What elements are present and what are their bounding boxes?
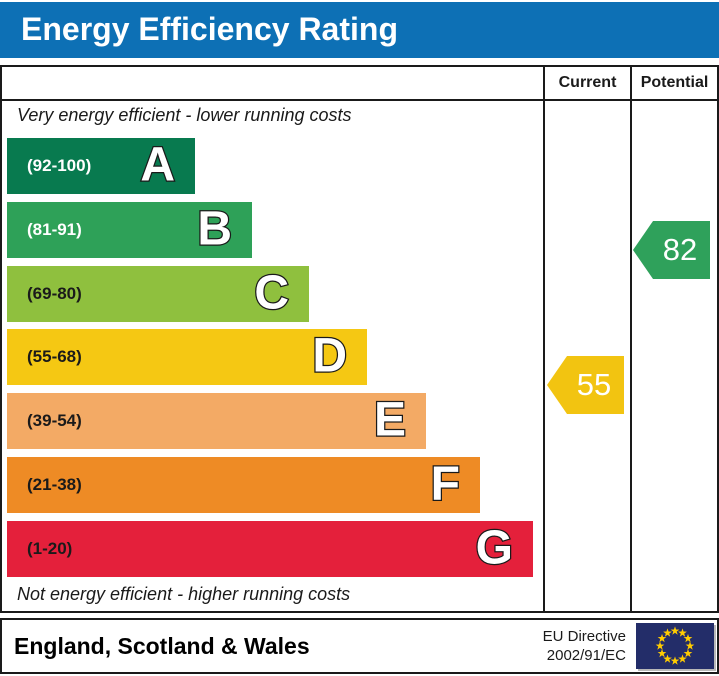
- band-letter: D: [311, 328, 348, 384]
- region-label: England, Scotland & Wales: [14, 632, 310, 659]
- eu-directive-line1: EU Directive: [542, 628, 626, 645]
- eu-flag-icon: [636, 623, 714, 669]
- band-range-label: (21-38): [27, 475, 82, 494]
- current-rating-value: 55: [576, 367, 612, 402]
- footer-bar: England, Scotland & Wales EU Directive 2…: [0, 618, 719, 674]
- note-not-efficient: Not energy efficient - higher running co…: [17, 584, 351, 604]
- band-range-label: (39-54): [27, 411, 82, 430]
- band-B: (81-91) B: [7, 201, 252, 258]
- column-header-current: Current: [558, 74, 617, 91]
- band-letter: F: [429, 456, 461, 512]
- current-rating-marker: 55: [547, 356, 624, 414]
- band-range-label: (55-68): [27, 347, 82, 366]
- band-letter: G: [474, 520, 514, 576]
- band-letter: E: [373, 392, 408, 448]
- eu-flag-stars: [636, 623, 714, 669]
- column-divider-potential: [630, 67, 632, 611]
- rating-table: Current Potential Very energy efficient …: [0, 65, 719, 613]
- column-header-potential: Potential: [640, 74, 709, 91]
- band-range-label: (69-80): [27, 284, 82, 303]
- column-divider-current: [543, 67, 545, 611]
- eu-directive-line2: 2002/91/EC: [546, 647, 626, 664]
- band-G: (1-20) G: [7, 520, 533, 577]
- header-separator: [2, 99, 717, 101]
- band-letter: B: [196, 201, 233, 257]
- note-very-efficient: Very energy efficient - lower running co…: [17, 105, 352, 125]
- potential-rating-marker: 82: [633, 221, 710, 279]
- band-letter: A: [139, 137, 176, 193]
- band-letter: C: [253, 265, 290, 321]
- band-range-label: (1-20): [27, 539, 73, 558]
- band-F: (21-38) F: [7, 456, 480, 513]
- potential-rating-value: 82: [662, 232, 698, 267]
- band-D: (55-68) D: [7, 328, 367, 385]
- page-title: Energy Efficiency Rating: [0, 2, 719, 58]
- band-range-label: (81-91): [27, 220, 82, 239]
- band-A: (92-100) A: [7, 137, 195, 194]
- band-E: (39-54) E: [7, 392, 426, 449]
- band-C: (69-80) C: [7, 265, 309, 322]
- eu-directive-label: EU Directive 2002/91/EC: [543, 627, 636, 665]
- band-range-label: (92-100): [27, 156, 92, 175]
